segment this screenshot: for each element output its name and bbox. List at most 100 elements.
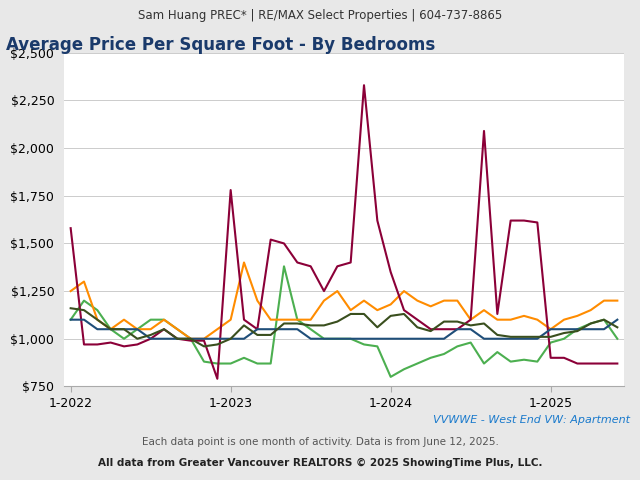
2 Bedrooms [347,307,355,313]
All Bedrooms [573,328,581,334]
4 Bedrooms or More [507,336,515,342]
3 Bedrooms [214,376,221,382]
2 Bedrooms [573,313,581,319]
1 Bedroom or Fewer [387,374,394,380]
1 Bedroom or Fewer [320,336,328,342]
All Bedrooms [120,326,128,332]
3 Bedrooms [454,326,461,332]
3 Bedrooms [413,317,421,323]
1 Bedroom or Fewer [493,349,501,355]
4 Bedrooms or More [360,336,368,342]
2 Bedrooms [587,307,595,313]
2 Bedrooms [134,326,141,332]
4 Bedrooms or More [427,336,435,342]
4 Bedrooms or More [520,336,528,342]
All Bedrooms [107,326,115,332]
All Bedrooms [600,317,608,323]
1 Bedroom or Fewer [240,355,248,360]
3 Bedrooms [440,326,448,332]
4 Bedrooms or More [187,336,195,342]
4 Bedrooms or More [400,336,408,342]
All Bedrooms [267,332,275,338]
All Bedrooms [360,311,368,317]
3 Bedrooms [614,360,621,366]
4 Bedrooms or More [600,326,608,332]
2 Bedrooms [214,326,221,332]
3 Bedrooms [187,338,195,344]
3 Bedrooms [120,344,128,349]
All Bedrooms [187,336,195,342]
2 Bedrooms [560,317,568,323]
3 Bedrooms [427,326,435,332]
All Bedrooms [333,319,341,324]
Text: Average Price Per Square Foot - By Bedrooms: Average Price Per Square Foot - By Bedro… [6,36,436,54]
3 Bedrooms [240,317,248,323]
2 Bedrooms [374,307,381,313]
3 Bedrooms [147,336,154,342]
All Bedrooms [347,311,355,317]
3 Bedrooms [93,342,101,348]
1 Bedroom or Fewer [147,317,154,323]
3 Bedrooms [134,342,141,348]
4 Bedrooms or More [240,336,248,342]
3 Bedrooms [347,260,355,265]
All Bedrooms [227,336,234,342]
1 Bedroom or Fewer [360,342,368,348]
3 Bedrooms [320,288,328,294]
All Bedrooms [467,323,474,328]
2 Bedrooms [454,298,461,303]
2 Bedrooms [480,307,488,313]
4 Bedrooms or More [200,336,208,342]
4 Bedrooms or More [253,326,261,332]
1 Bedroom or Fewer [107,326,115,332]
All Bedrooms [307,323,314,328]
3 Bedrooms [534,219,541,225]
All Bedrooms [454,319,461,324]
3 Bedrooms [400,307,408,313]
4 Bedrooms or More [80,317,88,323]
2 Bedrooms [120,317,128,323]
All Bedrooms [173,336,181,342]
4 Bedrooms or More [120,326,128,332]
3 Bedrooms [600,360,608,366]
2 Bedrooms [333,288,341,294]
3 Bedrooms [573,360,581,366]
All Bedrooms [427,328,435,334]
All Bedrooms [320,323,328,328]
1 Bedroom or Fewer [507,359,515,364]
All Bedrooms [280,321,288,326]
2 Bedrooms [387,301,394,307]
2 Bedrooms [547,326,554,332]
All Bedrooms [134,336,141,342]
2 Bedrooms [493,317,501,323]
3 Bedrooms [107,340,115,346]
2 Bedrooms [80,279,88,285]
Text: All data from Greater Vancouver REALTORS © 2025 ShowingTime Plus, LLC.: All data from Greater Vancouver REALTORS… [98,458,542,468]
3 Bedrooms [587,360,595,366]
3 Bedrooms [227,187,234,193]
4 Bedrooms or More [547,326,554,332]
Line: 1 Bedroom or Fewer: 1 Bedroom or Fewer [70,266,618,377]
1 Bedroom or Fewer [187,336,195,342]
All Bedrooms [520,334,528,340]
3 Bedrooms [387,269,394,275]
1 Bedroom or Fewer [80,298,88,303]
All Bedrooms [67,305,74,311]
4 Bedrooms or More [214,336,221,342]
2 Bedrooms [614,298,621,303]
All Bedrooms [240,323,248,328]
4 Bedrooms or More [573,326,581,332]
1 Bedroom or Fewer [480,360,488,366]
4 Bedrooms or More [493,336,501,342]
All Bedrooms [413,324,421,330]
3 Bedrooms [547,355,554,360]
1 Bedroom or Fewer [160,317,168,323]
1 Bedroom or Fewer [534,359,541,364]
2 Bedrooms [440,298,448,303]
1 Bedroom or Fewer [267,360,275,366]
2 Bedrooms [173,326,181,332]
2 Bedrooms [107,326,115,332]
3 Bedrooms [374,217,381,223]
All Bedrooms [507,334,515,340]
3 Bedrooms [280,240,288,246]
